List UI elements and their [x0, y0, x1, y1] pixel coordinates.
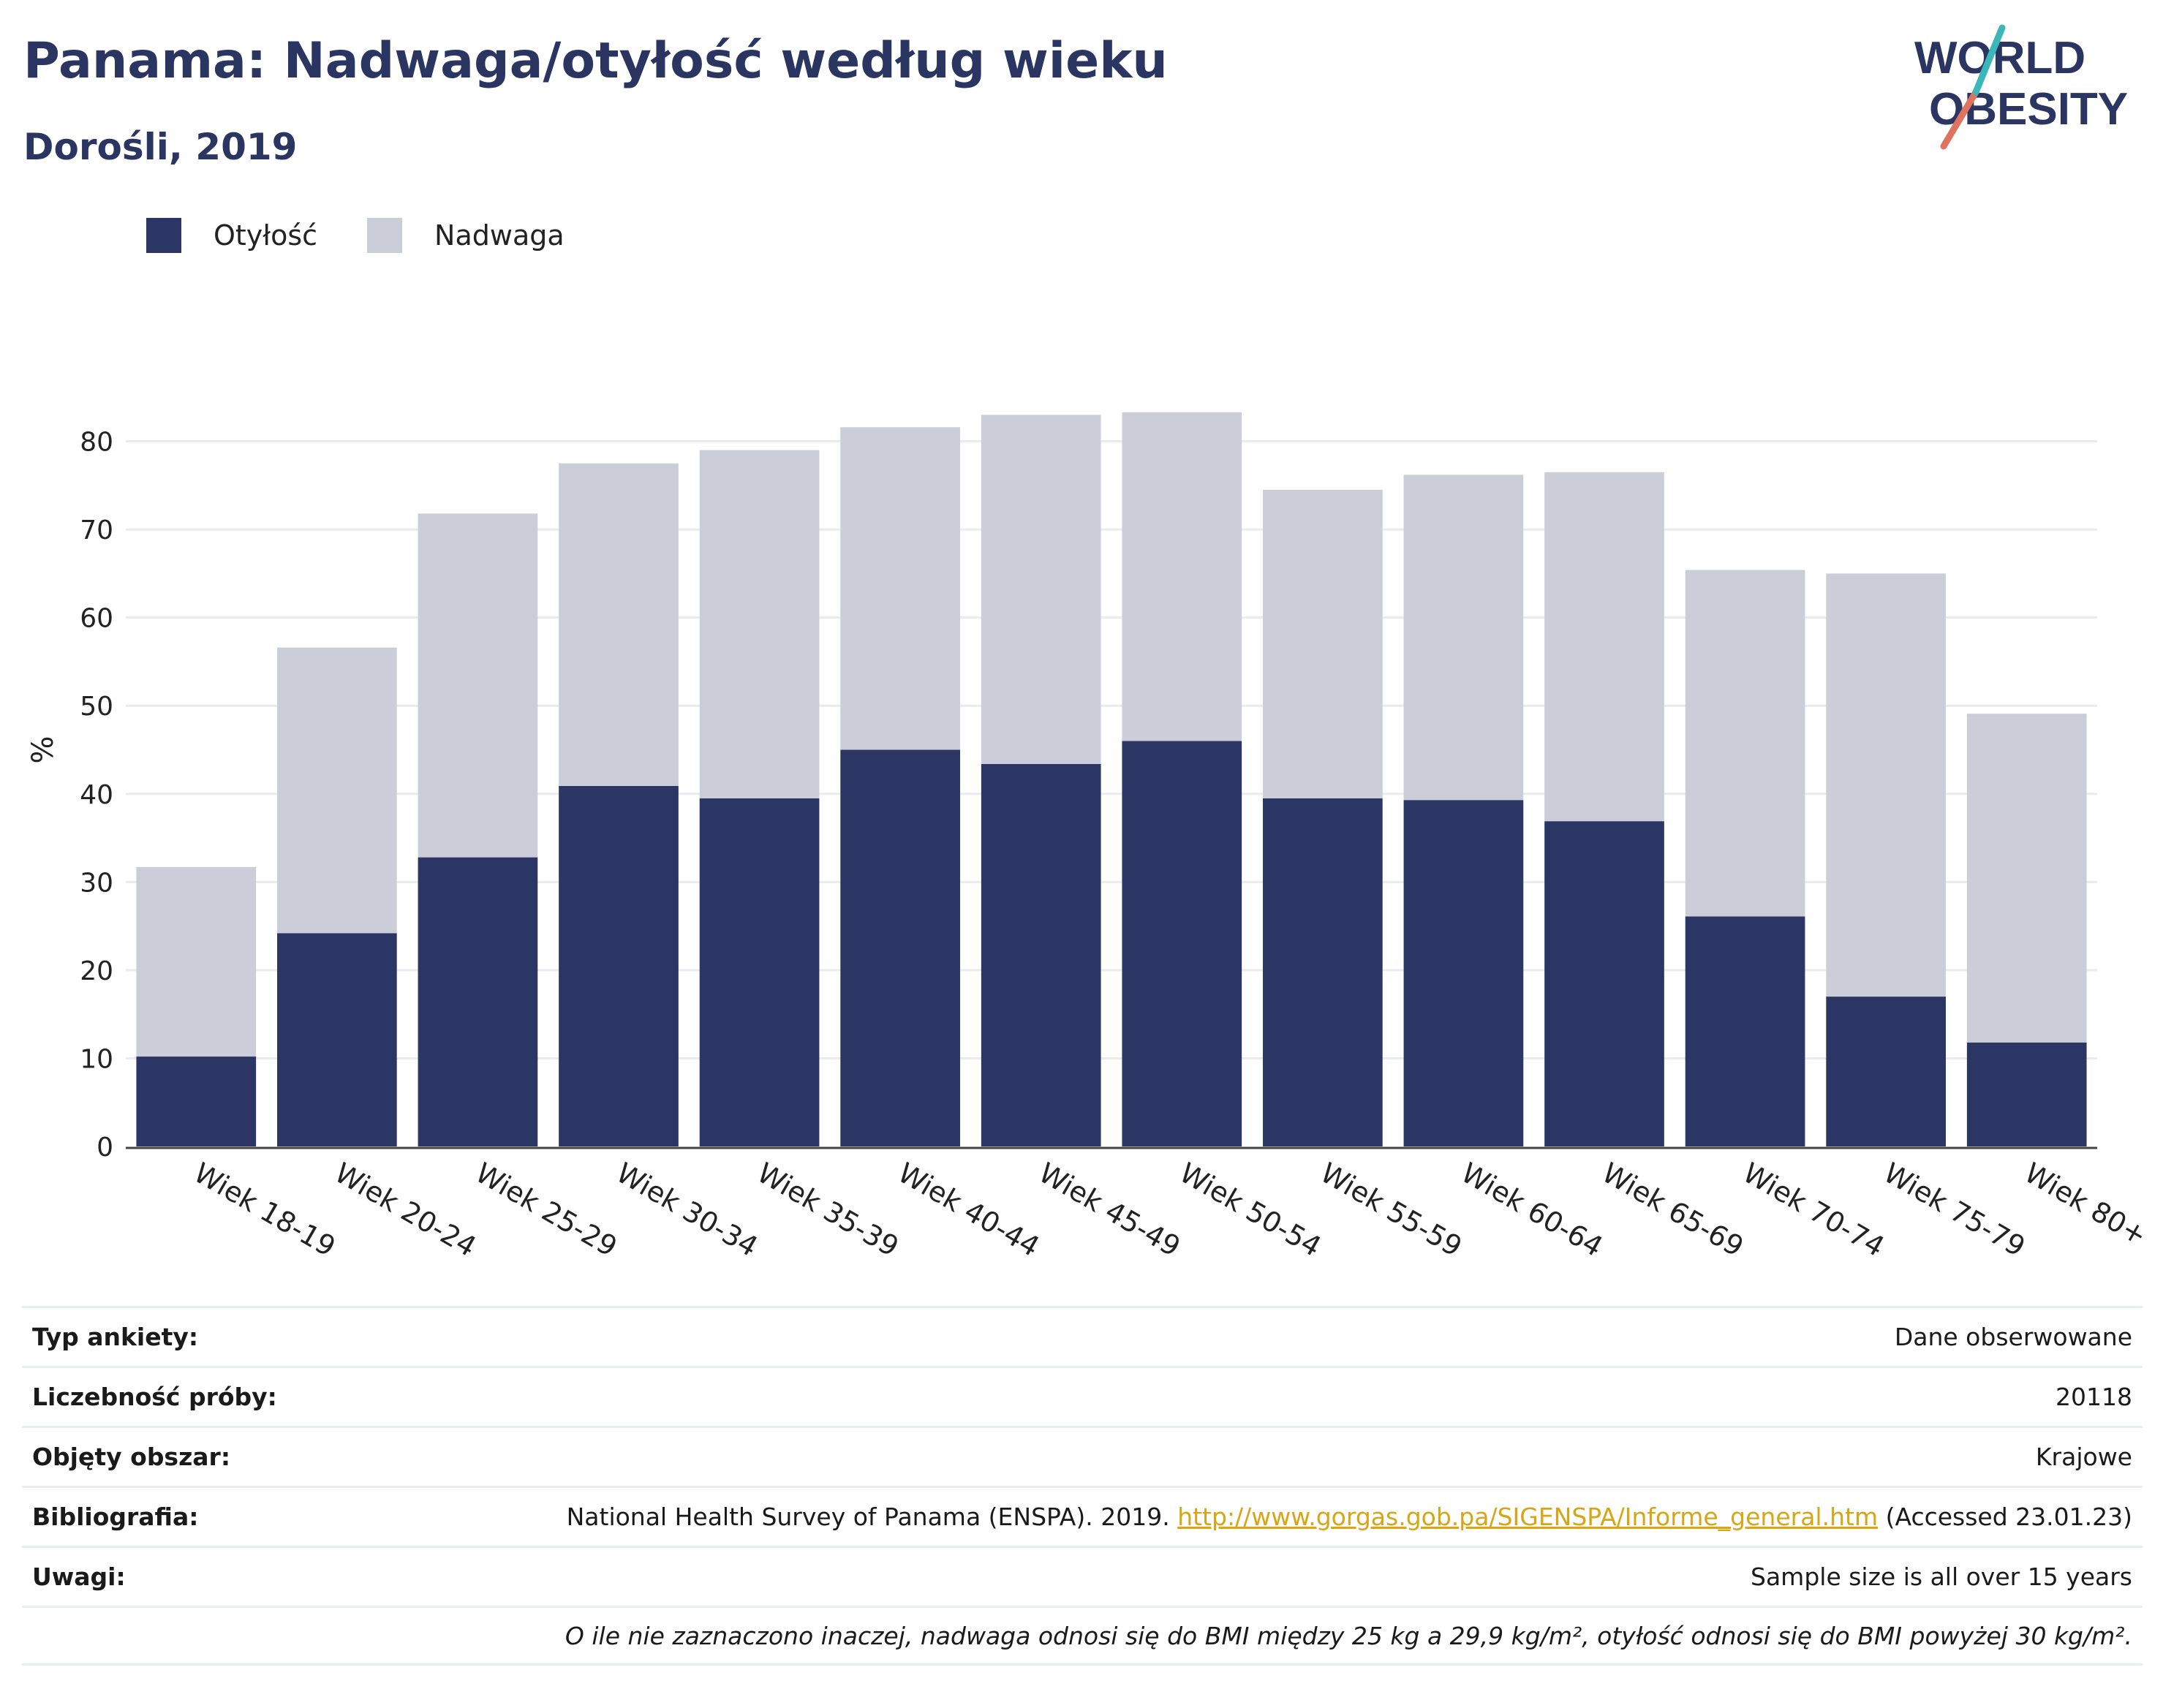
chart-legend: Otyłość Nadwaga	[146, 218, 614, 253]
x-tick-label: Wiek 75-79	[1879, 1157, 2031, 1263]
bar-obesity	[418, 857, 538, 1146]
x-tick-label: Wiek 55-59	[1315, 1157, 1467, 1263]
info-row-sample-size: Liczebność próby: 20118	[22, 1366, 2143, 1426]
info-value: Krajowe	[2035, 1443, 2132, 1471]
bar-obesity	[1544, 821, 1664, 1146]
legend-swatch-obesity	[146, 218, 181, 253]
legend-label-obesity: Otyłość	[214, 219, 318, 252]
bar-obesity	[136, 1057, 257, 1146]
info-key: Objęty obszar:	[32, 1443, 231, 1471]
bar-overweight	[840, 427, 960, 750]
info-row-bibliography: Bibliografia: National Health Survey of …	[22, 1486, 2143, 1546]
y-tick-label: 20	[80, 956, 113, 986]
bar-obesity	[1263, 798, 1383, 1146]
info-key: Bibliografia:	[32, 1503, 199, 1531]
bar-overweight	[418, 513, 538, 858]
info-value: Dane obserwowane	[1894, 1323, 2132, 1351]
x-tick-label: Wiek 30-34	[611, 1157, 763, 1263]
info-row-survey-type: Typ ankiety: Dane obserwowane	[22, 1306, 2143, 1366]
info-value: Sample size is all over 15 years	[1751, 1562, 2132, 1591]
bar-overweight	[1263, 489, 1383, 798]
legend-swatch-overweight	[367, 218, 403, 253]
page-subtitle: Dorośli, 2019	[23, 126, 298, 168]
bar-overweight	[559, 463, 679, 786]
bar-overweight	[1544, 472, 1664, 822]
bar-obesity	[1826, 997, 1946, 1146]
x-tick-label: Wiek 35-39	[752, 1157, 904, 1263]
bar-obesity	[1966, 1042, 2087, 1146]
bar-overweight	[1826, 573, 1946, 997]
bar-obesity	[559, 785, 679, 1146]
x-tick-label: Wiek 20-24	[329, 1157, 481, 1263]
info-table: Typ ankiety: Dane obserwowane Liczebność…	[22, 1306, 2143, 1666]
bar-overweight	[1403, 475, 1524, 801]
y-tick-label: 0	[97, 1133, 113, 1163]
x-tick-label: Wiek 60-64	[1456, 1157, 1608, 1263]
definition-note: O ile nie zaznaczono inaczej, nadwaga od…	[22, 1606, 2143, 1666]
y-axis-label: %	[26, 736, 60, 763]
x-tick-label: Wiek 50-54	[1174, 1157, 1326, 1263]
info-row-area: Objęty obszar: Krajowe	[22, 1426, 2143, 1486]
bar-obesity	[277, 933, 397, 1146]
x-tick-label: Wiek 25-29	[470, 1157, 622, 1263]
bibliography-link[interactable]: http://www.gorgas.gob.pa/SIGENSPA/Inform…	[1177, 1503, 1879, 1531]
bar-overweight	[136, 866, 257, 1057]
x-tick-label: Wiek 65-69	[1597, 1157, 1749, 1263]
bar-overweight	[699, 450, 820, 798]
info-row-notes: Uwagi: Sample size is all over 15 years	[22, 1546, 2143, 1606]
info-key: Liczebność próby:	[32, 1383, 277, 1411]
bar-overweight	[1122, 412, 1242, 741]
x-tick-label: Wiek 45-49	[1033, 1157, 1185, 1263]
bar-overweight	[981, 415, 1101, 764]
x-tick-label: Wiek 80+	[2019, 1157, 2152, 1252]
info-key: Typ ankiety:	[32, 1323, 199, 1351]
bar-obesity	[840, 749, 960, 1146]
x-tick-label: Wiek 40-44	[893, 1157, 1045, 1263]
x-tick-label: Wiek 70-74	[1737, 1157, 1890, 1263]
info-key: Uwagi:	[32, 1562, 126, 1591]
bar-obesity	[981, 763, 1101, 1146]
bar-obesity	[699, 798, 820, 1146]
y-tick-label: 30	[80, 868, 113, 898]
info-value: National Health Survey of Panama (ENSPA)…	[566, 1503, 2132, 1531]
info-value: 20118	[2056, 1383, 2132, 1411]
definition-note-text: O ile nie zaznaczono inaczej, nadwaga od…	[565, 1621, 2132, 1650]
bar-overweight	[1685, 570, 1805, 917]
bar-overweight	[1966, 714, 2087, 1043]
bar-obesity	[1122, 741, 1242, 1146]
y-tick-label: 80	[80, 428, 113, 458]
y-tick-label: 70	[80, 515, 113, 545]
bar-obesity	[1403, 800, 1524, 1146]
page-title: Panama: Nadwaga/otyłość według wieku	[23, 32, 1168, 90]
y-tick-label: 60	[80, 604, 113, 634]
x-tick-label: Wiek 18-19	[189, 1157, 341, 1263]
y-tick-label: 50	[80, 692, 113, 722]
y-tick-label: 40	[80, 780, 113, 810]
world-obesity-logo: WORLD OBESITY	[1914, 24, 2128, 150]
y-tick-label: 10	[80, 1044, 113, 1074]
legend-label-overweight: Nadwaga	[434, 219, 565, 252]
bar-obesity	[1685, 916, 1805, 1146]
bar-overweight	[277, 647, 397, 934]
